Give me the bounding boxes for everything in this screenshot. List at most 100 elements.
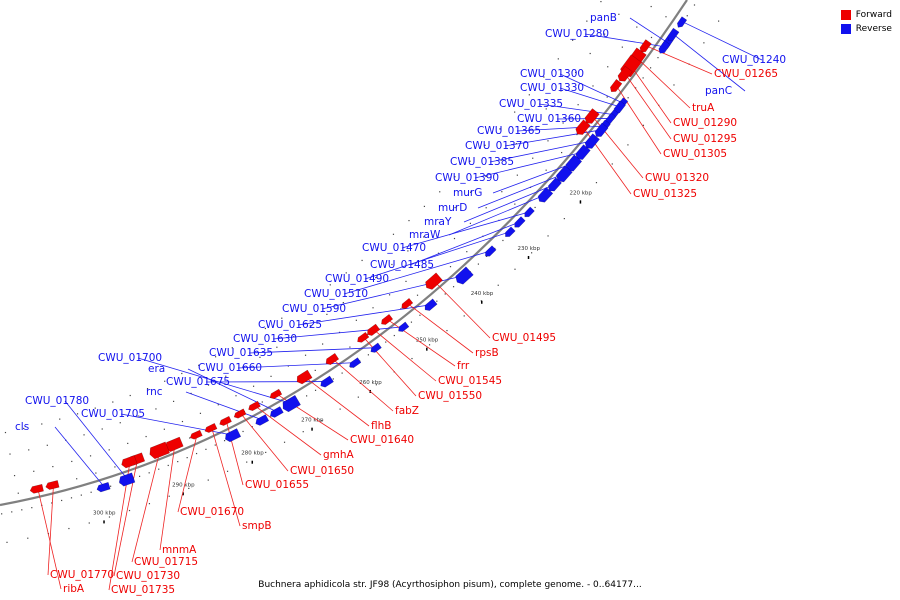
reverse-gene-label[interactable]: panB bbox=[590, 12, 617, 24]
reverse-gene-feature[interactable] bbox=[677, 16, 688, 28]
reverse-gene-feature[interactable] bbox=[282, 394, 301, 413]
reverse-gene-label[interactable]: CWU_01510 bbox=[304, 288, 368, 300]
forward-gene-feature[interactable] bbox=[204, 422, 218, 433]
forward-gene-feature[interactable] bbox=[584, 108, 600, 124]
reverse-gene-feature[interactable] bbox=[225, 428, 242, 443]
reverse-gene-feature[interactable] bbox=[320, 375, 334, 388]
forward-gene-label[interactable]: truA bbox=[692, 102, 715, 114]
forward-gene-label[interactable]: frr bbox=[457, 360, 470, 372]
forward-gene-label[interactable]: CWU_01495 bbox=[492, 332, 556, 344]
reverse-gene-feature[interactable] bbox=[594, 122, 609, 137]
reverse-gene-label[interactable]: CWU_01365 bbox=[477, 125, 541, 137]
reverse-gene-label[interactable]: era bbox=[148, 363, 165, 375]
reverse-gene-feature[interactable] bbox=[556, 165, 573, 183]
forward-gene-label[interactable]: rpsB bbox=[475, 347, 499, 359]
reverse-gene-feature[interactable] bbox=[485, 245, 497, 257]
reverse-gene-label[interactable]: CWU_01280 bbox=[545, 28, 609, 40]
forward-gene-feature[interactable] bbox=[29, 483, 44, 494]
reverse-gene-feature[interactable] bbox=[667, 27, 680, 42]
forward-gene-label[interactable]: CWU_01325 bbox=[633, 188, 697, 200]
reverse-gene-label[interactable]: CWU_01675 bbox=[166, 376, 230, 388]
forward-gene-feature[interactable] bbox=[357, 331, 370, 343]
reverse-gene-label[interactable]: CWU_01490 bbox=[325, 273, 389, 285]
forward-gene-feature[interactable] bbox=[610, 78, 623, 93]
reverse-gene-label[interactable]: CWU_01370 bbox=[465, 140, 529, 152]
reverse-gene-feature[interactable] bbox=[548, 177, 562, 192]
reverse-gene-feature[interactable] bbox=[118, 472, 136, 487]
forward-gene-feature[interactable] bbox=[639, 39, 652, 53]
forward-gene-label[interactable]: CWU_01265 bbox=[714, 68, 778, 80]
reverse-gene-label[interactable]: CWU_01470 bbox=[362, 242, 426, 254]
reverse-gene-feature[interactable] bbox=[370, 342, 382, 353]
forward-gene-feature[interactable] bbox=[575, 119, 591, 135]
reverse-gene-feature[interactable] bbox=[255, 414, 270, 426]
reverse-gene-feature[interactable] bbox=[505, 226, 516, 237]
forward-gene-feature[interactable] bbox=[367, 323, 381, 336]
reverse-gene-feature[interactable] bbox=[537, 186, 554, 203]
forward-gene-label[interactable]: CWU_01715 bbox=[134, 556, 198, 568]
forward-gene-label[interactable]: CWU_01770 bbox=[50, 569, 114, 581]
reverse-gene-feature[interactable] bbox=[575, 144, 591, 160]
reverse-gene-feature[interactable] bbox=[514, 216, 526, 228]
reverse-gene-label[interactable]: murG bbox=[453, 187, 482, 199]
forward-gene-feature[interactable] bbox=[617, 65, 633, 82]
reverse-gene-feature[interactable] bbox=[270, 406, 284, 418]
reverse-gene-label[interactable]: cls bbox=[15, 421, 29, 433]
forward-gene-label[interactable]: CWU_01550 bbox=[418, 390, 482, 402]
reverse-gene-label[interactable]: CWU_01330 bbox=[520, 82, 584, 94]
reverse-gene-label[interactable]: CWU_01625 bbox=[258, 319, 322, 331]
reverse-gene-label[interactable]: CWU_01660 bbox=[198, 362, 262, 374]
forward-gene-feature[interactable] bbox=[189, 429, 203, 440]
reverse-gene-feature[interactable] bbox=[455, 266, 474, 285]
reverse-gene-feature[interactable] bbox=[524, 206, 535, 218]
reverse-gene-label[interactable]: CWU_01635 bbox=[209, 347, 273, 359]
forward-gene-feature[interactable] bbox=[401, 297, 414, 309]
forward-gene-label[interactable]: CWU_01320 bbox=[645, 172, 709, 184]
forward-gene-feature[interactable] bbox=[248, 400, 261, 411]
reverse-gene-feature[interactable] bbox=[96, 481, 111, 493]
reverse-gene-label[interactable]: CWU_01335 bbox=[499, 98, 563, 110]
forward-gene-feature[interactable] bbox=[233, 408, 247, 419]
forward-gene-label[interactable]: flhB bbox=[371, 420, 391, 432]
reverse-gene-label[interactable]: CWU_01360 bbox=[517, 113, 581, 125]
forward-gene-label[interactable]: CWU_01295 bbox=[673, 133, 737, 145]
forward-gene-feature[interactable] bbox=[45, 480, 60, 490]
reverse-gene-label[interactable]: CWU_01780 bbox=[25, 395, 89, 407]
reverse-gene-label[interactable]: CWU_01705 bbox=[81, 408, 145, 420]
reverse-gene-feature[interactable] bbox=[658, 40, 671, 54]
reverse-gene-label[interactable]: panC bbox=[705, 85, 732, 97]
reverse-gene-label[interactable]: CWU_01485 bbox=[370, 259, 434, 271]
forward-gene-label[interactable]: CWU_01670 bbox=[180, 506, 244, 518]
forward-gene-label[interactable]: mnmA bbox=[162, 544, 197, 556]
reverse-gene-label[interactable]: murD bbox=[438, 202, 467, 214]
forward-gene-label[interactable]: CWU_01735 bbox=[111, 584, 175, 596]
forward-gene-label[interactable]: CWU_01290 bbox=[673, 117, 737, 129]
forward-gene-label[interactable]: smpB bbox=[242, 520, 272, 532]
reverse-gene-label[interactable]: CWU_01300 bbox=[520, 68, 584, 80]
reverse-gene-label[interactable]: CWU_01700 bbox=[98, 352, 162, 364]
forward-gene-feature[interactable] bbox=[425, 272, 443, 290]
forward-gene-label[interactable]: fabZ bbox=[395, 405, 419, 417]
reverse-gene-label[interactable]: CWU_01390 bbox=[435, 172, 499, 184]
reverse-gene-feature[interactable] bbox=[398, 321, 410, 332]
reverse-gene-feature[interactable] bbox=[349, 357, 362, 368]
forward-gene-label[interactable]: CWU_01655 bbox=[245, 479, 309, 491]
reverse-gene-label[interactable]: mraW bbox=[409, 229, 441, 241]
forward-gene-label[interactable]: CWU_01730 bbox=[116, 570, 180, 582]
forward-gene-feature[interactable] bbox=[296, 369, 313, 385]
forward-gene-feature[interactable] bbox=[219, 415, 232, 426]
forward-gene-label[interactable]: CWU_01640 bbox=[350, 434, 414, 446]
forward-gene-feature[interactable] bbox=[381, 313, 394, 325]
reverse-gene-label[interactable]: CWU_01630 bbox=[233, 333, 297, 345]
forward-gene-feature[interactable] bbox=[149, 441, 171, 460]
forward-gene-label[interactable]: CWU_01545 bbox=[438, 375, 502, 387]
reverse-gene-label[interactable]: CWU_01590 bbox=[282, 303, 346, 315]
reverse-gene-label[interactable]: CWU_01240 bbox=[722, 54, 786, 66]
forward-gene-feature[interactable] bbox=[269, 388, 283, 400]
reverse-gene-label[interactable]: mraY bbox=[424, 216, 452, 228]
reverse-gene-feature[interactable] bbox=[424, 298, 438, 311]
forward-gene-label[interactable]: gmhA bbox=[323, 449, 355, 461]
reverse-gene-label[interactable]: rnc bbox=[146, 386, 163, 398]
forward-gene-feature[interactable] bbox=[121, 455, 138, 469]
reverse-gene-label[interactable]: CWU_01385 bbox=[450, 156, 514, 168]
